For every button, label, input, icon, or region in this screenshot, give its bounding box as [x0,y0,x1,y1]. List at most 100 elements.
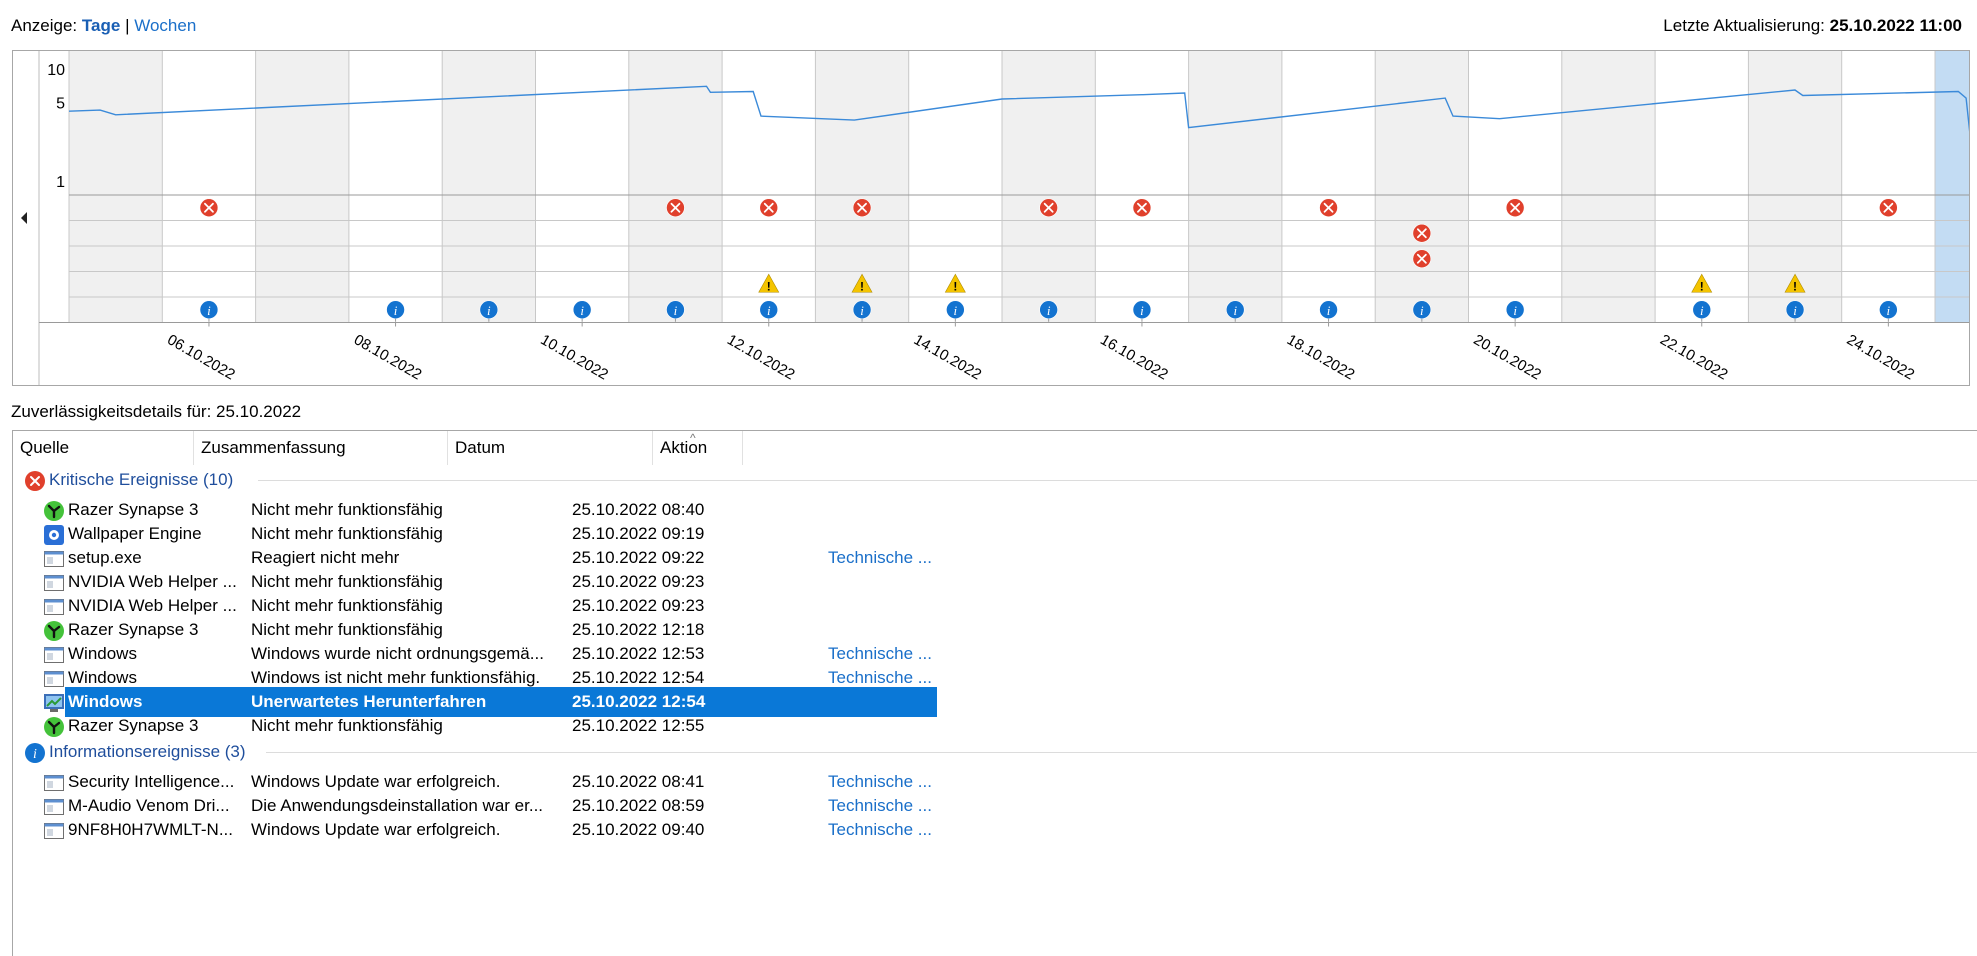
warning-event-icon[interactable] [1691,273,1713,293]
day-column[interactable] [348,51,443,323]
day-column[interactable] [1468,51,1562,323]
date-cell: 25.10.2022 09:40 [572,820,705,839]
source-cell: NVIDIA Web Helper ... [68,572,237,591]
summary-cell: Windows Update war erfolgreich. [251,772,501,791]
y-tick-label: 1 [56,174,65,191]
day-column[interactable] [1002,51,1096,323]
selection-highlight [65,687,937,717]
warning-mark: ! [860,279,864,293]
view-weeks-link[interactable]: Wochen [134,16,197,35]
day-column[interactable] [1188,51,1282,323]
table-row[interactable]: NVIDIA Web Helper ... Nicht mehr funktion… [13,591,1977,621]
summary-cell: Windows ist nicht mehr funktionsfähig. [251,668,541,687]
info-mark: i [487,303,491,318]
table-row[interactable]: Windows Unerwartetes Herunterfahren 25.10.… [13,687,1977,717]
date-cell: 25.10.2022 08:59 [572,796,705,815]
warning-event-icon[interactable] [944,273,966,293]
date-cell: 25.10.2022 09:23 [572,572,705,591]
action-link[interactable]: Technische ... [828,772,932,791]
date-cell: 25.10.2022 08:40 [572,500,705,519]
critical-x-mark [1137,202,1147,213]
table-row[interactable]: Security Intelligence... Windows Update w… [13,767,1977,797]
table-row[interactable]: Razer Synapse 3 Nicht mehr funktionsfähig… [13,495,1977,525]
info-mark: i [1700,303,1704,318]
last-update-label: Letzte Aktualisierung: [1663,16,1825,35]
critical-x-mark [1043,202,1054,213]
info-mark: i [1513,303,1517,318]
info-mark: i [954,303,958,318]
warning-event-icon[interactable] [851,273,873,293]
date-cell: 25.10.2022 09:22 [572,548,705,567]
day-column[interactable] [1841,51,1935,323]
column-header-quelle[interactable]: Quelle [13,431,194,465]
date-cell: 25.10.2022 12:54 [572,668,705,687]
table-row[interactable]: 9NF8H0H7WMLT-N... Windows Update war erfo… [13,815,1977,845]
day-column[interactable] [1375,51,1469,323]
day-column[interactable] [535,51,629,323]
day-column[interactable] [1281,51,1376,323]
date-cell: 25.10.2022 12:55 [572,716,705,735]
info-mark: i [1420,303,1424,318]
group-header-critical[interactable]: Kritische Ereignisse (10) [13,465,1977,495]
table-row[interactable]: Windows Windows wurde nicht ordnungsgemä.… [13,639,1977,669]
table-row[interactable]: NVIDIA Web Helper ... Nicht mehr funktion… [13,567,1977,597]
scroll-left-arrow-icon[interactable] [21,212,27,224]
x-tick-label: 18.10.2022 [1284,331,1358,383]
column-header-datum[interactable]: Datum [448,431,653,465]
date-cell: 25.10.2022 09:19 [572,524,705,543]
group-header-info[interactable]: i Informationsereignisse (3) [13,737,1977,767]
view-switch: Anzeige: Tage | Wochen [11,16,196,36]
info-mark: i [1233,303,1237,318]
day-column[interactable] [1095,51,1189,323]
source-cell: Razer Synapse 3 [68,716,199,735]
info-mark: i [1327,303,1331,318]
action-link[interactable]: Technische ... [828,548,932,567]
critical-x-mark [204,202,214,213]
date-cell: 25.10.2022 12:18 [572,620,705,639]
column-header-zusammenfassung[interactable]: Zusammenfassung [194,431,448,465]
razer-synapse-icon [43,500,65,522]
critical-x-mark [1416,228,1427,239]
action-link[interactable]: Technische ... [828,668,932,687]
critical-event-icon [25,471,45,491]
warning-mark: ! [1793,279,1797,293]
table-row[interactable]: Wallpaper Engine Nicht mehr funktionsfähi… [13,519,1977,549]
warning-mark: ! [1700,279,1704,293]
x-tick-label: 16.10.2022 [1097,331,1171,383]
day-column[interactable] [162,51,256,323]
source-cell: Razer Synapse 3 [68,620,199,639]
summary-cell: Die Anwendungsdeinstallation war er... [251,796,544,815]
action-link[interactable]: Technische ... [828,820,932,839]
critical-x-mark [670,202,681,213]
table-row[interactable]: M-Audio Venom Dri... Die Anwendungsdeinst… [13,791,1977,821]
day-column[interactable] [442,51,536,323]
summary-cell: Nicht mehr funktionsfähig [251,524,443,543]
source-cell: M-Audio Venom Dri... [68,796,230,815]
warning-event-icon[interactable] [758,273,780,293]
action-link[interactable]: Technische ... [828,644,932,663]
table-row[interactable]: Razer Synapse 3 Nicht mehr funktionsfähig… [13,711,1977,741]
x-tick-label: 08.10.2022 [351,331,425,383]
source-cell: NVIDIA Web Helper ... [68,596,237,615]
info-mark: i [674,303,678,318]
day-column[interactable] [255,51,349,323]
view-days-link[interactable]: Tage [81,16,121,35]
day-column[interactable] [69,51,163,323]
app-window-icon [43,548,65,570]
info-mark: i [1887,303,1891,318]
critical-x-mark [1323,202,1334,213]
x-tick-label: 06.10.2022 [164,331,238,383]
table-row[interactable]: setup.exe Reagiert nicht mehr 25.10.2022 0… [13,543,1977,573]
info-mark: i [860,303,864,318]
table-row[interactable]: Windows Windows ist nicht mehr funktionsf… [13,663,1977,693]
column-header-aktion[interactable]: Aktion [653,431,743,465]
x-tick-label: 14.10.2022 [911,331,985,383]
day-column[interactable] [1561,51,1656,323]
action-link[interactable]: Technische ... [828,796,932,815]
day-column[interactable] [628,51,723,323]
app-window-icon [43,668,65,690]
app-window-icon [43,644,65,666]
warning-mark: ! [767,279,771,293]
table-row[interactable]: Razer Synapse 3 Nicht mehr funktionsfähig… [13,615,1977,645]
warning-event-icon[interactable] [1784,273,1806,293]
